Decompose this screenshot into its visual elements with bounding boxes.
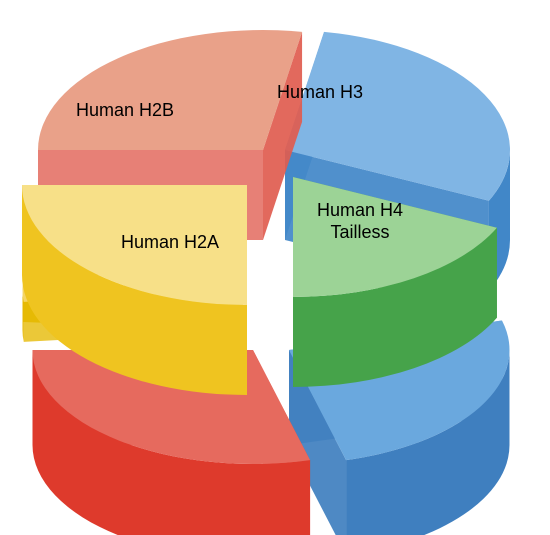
pie-chart-3d: Human H3Human H4TaillessHuman H2AHuman H…	[0, 0, 550, 535]
slice-h2b-top	[38, 30, 302, 150]
